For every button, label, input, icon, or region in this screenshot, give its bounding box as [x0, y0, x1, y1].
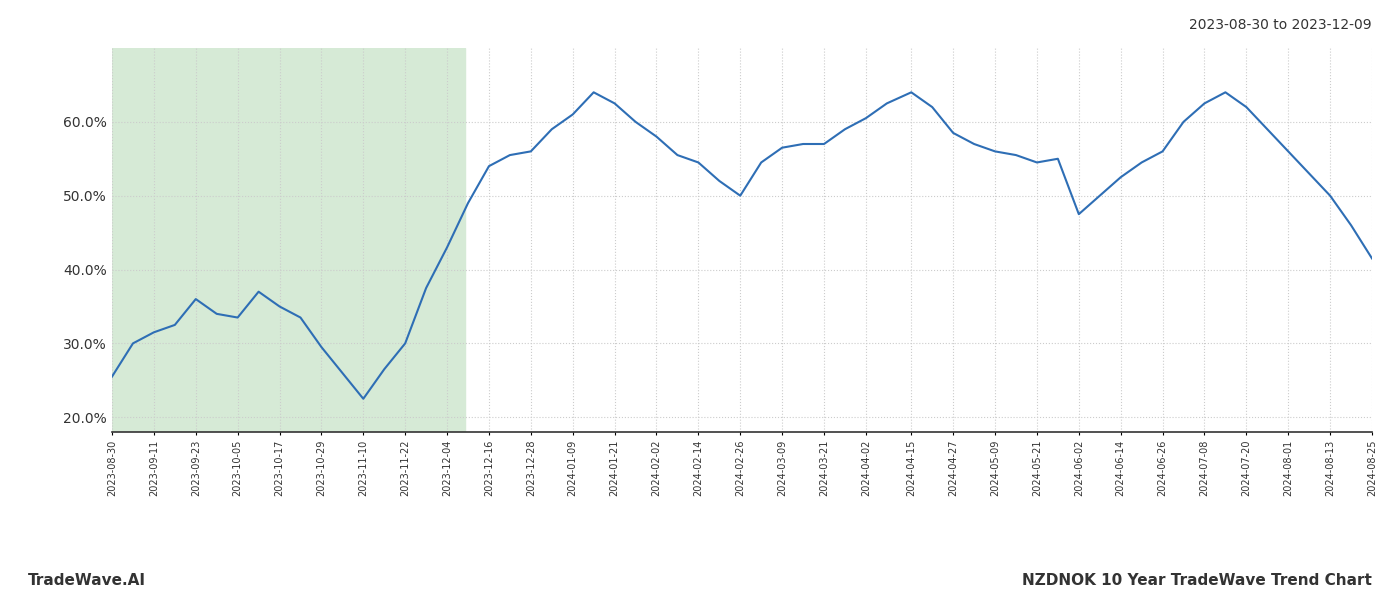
Text: NZDNOK 10 Year TradeWave Trend Chart: NZDNOK 10 Year TradeWave Trend Chart — [1022, 573, 1372, 588]
Text: 2023-08-30 to 2023-12-09: 2023-08-30 to 2023-12-09 — [1190, 18, 1372, 32]
Text: TradeWave.AI: TradeWave.AI — [28, 573, 146, 588]
Bar — [112, 48, 465, 432]
